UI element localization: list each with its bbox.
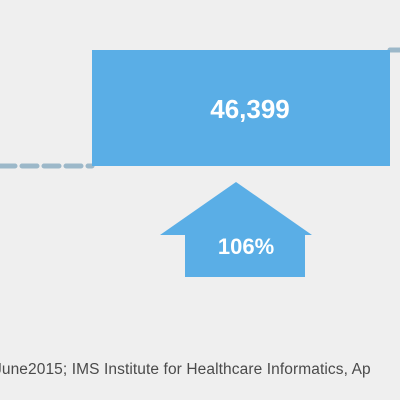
bar-value-label: 46,399 [210, 94, 290, 124]
change-percent-label: 106% [218, 234, 274, 259]
bar [92, 50, 390, 166]
chart-marks: 46,399 106% [0, 47, 400, 277]
up-arrow-icon [160, 182, 312, 277]
source-note: June2015; IMS Institute for Healthcare I… [0, 361, 371, 378]
